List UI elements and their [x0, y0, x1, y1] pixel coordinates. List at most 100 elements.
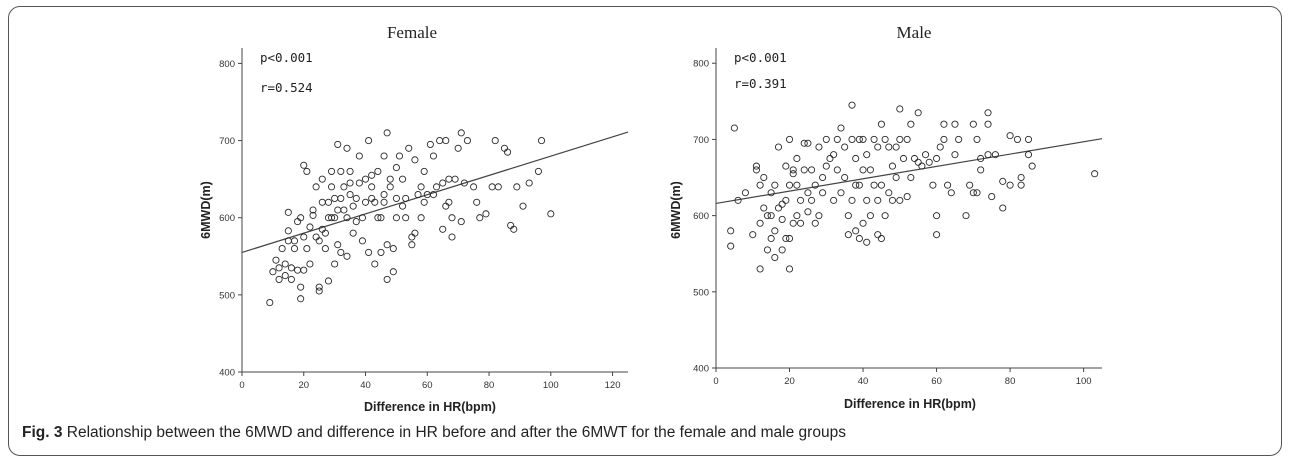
- male-data-point: [863, 151, 871, 159]
- male-points: [727, 101, 1099, 273]
- male-data-point: [999, 204, 1007, 212]
- male-data-point: [863, 196, 871, 204]
- male-data-point: [771, 227, 779, 235]
- female-data-point: [331, 194, 339, 202]
- male-data-point: [819, 189, 827, 197]
- male-data-point: [767, 212, 775, 220]
- male-data-point: [782, 196, 790, 204]
- male-data-point: [1024, 135, 1033, 143]
- female-data-point: [417, 214, 425, 222]
- female-data-point: [460, 179, 468, 187]
- female-x-ticks: 0 20 40 60 80 100 120: [239, 372, 620, 391]
- female-data-point: [346, 179, 354, 187]
- male-data-point: [848, 196, 856, 204]
- female-data-point: [309, 206, 317, 214]
- male-data-point: [804, 189, 812, 197]
- male-data-point: [848, 101, 856, 109]
- female-data-point: [315, 237, 323, 245]
- female-x-tick-label: 80: [484, 380, 495, 391]
- female-data-point: [534, 167, 542, 175]
- female-data-point: [312, 183, 320, 191]
- male-data-point: [1006, 132, 1014, 140]
- male-data-point: [921, 151, 930, 159]
- female-data-point: [389, 268, 397, 276]
- female-data-point: [371, 198, 379, 206]
- female-data-point: [303, 167, 311, 175]
- female-data-point: [488, 183, 496, 191]
- female-data-point: [300, 266, 308, 274]
- male-data-point: [841, 173, 849, 182]
- female-p-value: p<0.001: [260, 50, 313, 65]
- female-data-point: [414, 191, 422, 199]
- male-data-point: [767, 234, 775, 243]
- female-data-point: [334, 140, 342, 148]
- female-data-point: [352, 194, 360, 202]
- female-data-point: [399, 175, 407, 183]
- figure-caption-lead: Fig. 3: [22, 424, 63, 441]
- male-data-point: [756, 219, 764, 227]
- male-data-point: [852, 181, 860, 189]
- male-data-point: [855, 181, 863, 189]
- female-data-point: [315, 283, 323, 291]
- female-data-point: [281, 272, 289, 280]
- male-data-point: [778, 200, 786, 208]
- female-data-point: [392, 214, 400, 222]
- male-data-point: [936, 143, 944, 151]
- female-data-point: [547, 210, 555, 218]
- female-data-point: [303, 245, 311, 253]
- male-data-point: [778, 246, 786, 254]
- female-data-point: [334, 241, 342, 249]
- male-data-point: [896, 105, 904, 113]
- male-data-point: [815, 212, 823, 220]
- male-data-point: [727, 242, 735, 250]
- male-data-point: [866, 212, 874, 220]
- female-data-point: [269, 268, 277, 276]
- male-data-point: [741, 189, 749, 197]
- male-data-point: [833, 166, 841, 174]
- male-data-point: [881, 135, 889, 143]
- male-data-point: [785, 181, 794, 189]
- male-data-point: [877, 120, 885, 128]
- female-data-point: [392, 194, 400, 202]
- male-data-point: [940, 120, 948, 128]
- male-data-point: [830, 196, 838, 204]
- male-data-point: [918, 162, 926, 170]
- female-data-point: [334, 206, 342, 214]
- male-data-point: [782, 162, 790, 170]
- female-data-point: [377, 248, 385, 256]
- male-data-point: [914, 158, 922, 166]
- female-data-point: [463, 137, 471, 145]
- female-data-point: [417, 183, 425, 191]
- male-data-point: [808, 196, 816, 204]
- figure-frame: [8, 6, 1282, 456]
- male-data-point: [760, 173, 768, 182]
- male-data-point: [1028, 162, 1036, 170]
- male-data-point: [877, 181, 885, 189]
- female-data-point: [380, 198, 388, 206]
- female-data-point: [365, 137, 373, 145]
- female-data-point: [300, 161, 308, 169]
- female-data-point: [294, 266, 302, 274]
- male-data-point: [826, 154, 834, 163]
- female-data-point: [386, 175, 394, 183]
- male-data-point: [874, 231, 882, 239]
- male-data-point: [1024, 151, 1033, 159]
- female-data-point: [429, 191, 438, 199]
- female-data-point: [457, 129, 465, 137]
- female-data-point: [408, 241, 416, 249]
- female-y-tick-label: 700: [219, 136, 235, 147]
- male-data-point: [929, 181, 937, 189]
- female-data-point: [491, 137, 499, 145]
- female-data-point: [445, 175, 453, 183]
- male-data-point: [852, 227, 860, 235]
- female-data-point: [355, 179, 363, 187]
- male-data-point: [730, 124, 738, 132]
- female-x-axis-label: Difference in HR(bpm): [364, 400, 496, 414]
- male-data-point: [984, 120, 992, 128]
- male-data-point: [969, 189, 977, 197]
- male-y-tick-label: 600: [693, 211, 709, 222]
- male-fit-line: [715, 138, 1103, 205]
- female-data-point: [346, 191, 354, 199]
- female-data-point: [470, 183, 478, 191]
